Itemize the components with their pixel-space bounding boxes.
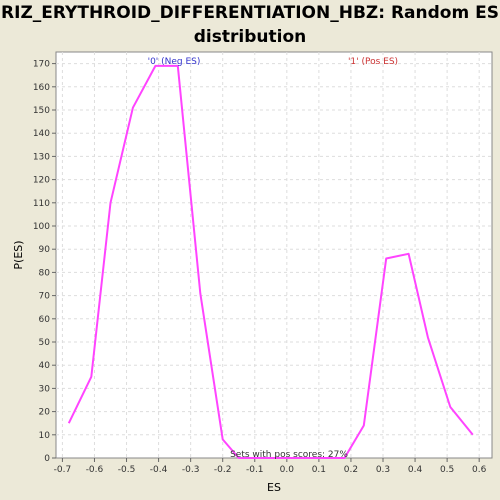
x-tick-label: 0.0	[280, 465, 295, 475]
y-axis-label: P(ES)	[12, 240, 25, 269]
y-tick-label: 0	[44, 454, 50, 464]
y-tick-label: 30	[39, 384, 51, 394]
x-tick-label: 0.6	[472, 465, 487, 475]
y-tick-label: 60	[39, 315, 51, 325]
y-tick-label: 50	[39, 338, 51, 348]
x-axis-label: ES	[267, 481, 281, 494]
y-tick-label: 120	[33, 176, 50, 186]
x-tick-label: -0.2	[214, 465, 232, 475]
x-tick-label: -0.3	[182, 465, 200, 475]
chart-title: RIZ_ERYTHROID_DIFFERENTIATION_HBZ: Rando…	[0, 0, 500, 49]
neg-es-annotation: '0' (Neg ES)	[148, 57, 201, 67]
x-tick-label: -0.1	[246, 465, 264, 475]
y-tick-label: 20	[39, 408, 51, 418]
y-tick-label: 170	[33, 60, 50, 70]
y-tick-label: 80	[39, 268, 51, 278]
x-tick-label: 0.5	[440, 465, 454, 475]
chart-title-line-2: distribution	[193, 27, 307, 47]
y-tick-label: 110	[33, 199, 50, 209]
y-tick-label: 140	[33, 129, 50, 139]
y-tick-label: 160	[33, 83, 50, 93]
y-tick-label: 150	[33, 106, 50, 116]
x-tick-label: 0.1	[312, 465, 326, 475]
y-tick-label: 40	[39, 361, 51, 371]
x-tick-label: -0.5	[118, 465, 136, 475]
y-tick-label: 100	[33, 222, 50, 232]
y-tick-label: 90	[39, 245, 51, 255]
y-tick-label: 130	[33, 152, 50, 162]
pos-es-annotation: '1' (Pos ES)	[348, 57, 398, 67]
x-tick-label: 0.2	[344, 465, 358, 475]
y-tick-label: 10	[39, 431, 51, 441]
x-tick-label: 0.3	[376, 465, 390, 475]
y-tick-label: 70	[39, 292, 51, 302]
x-tick-label: -0.4	[150, 465, 168, 475]
x-tick-label: 0.4	[408, 465, 423, 475]
grid-lines	[56, 52, 492, 458]
pos-scores-annotation: Sets with pos scores: 27%	[230, 450, 348, 460]
y-axis-ticks: 0 10 20 30 40 50 60 70 80 90 100 110 120 130 140 150 160…	[33, 60, 56, 464]
series-group	[67, 64, 474, 459]
x-axis-ticks: -0.7 -0.6 -0.5 -0.4 -0.3 -0.2 -0.1 0.0 0.1 0.2 0.3…	[54, 458, 487, 475]
x-tick-label: -0.6	[86, 465, 104, 475]
chart-title-line-1: RIZ_ERYTHROID_DIFFERENTIATION_HBZ: Rando…	[1, 3, 499, 23]
x-tick-label: -0.7	[54, 465, 72, 475]
es-distribution-line	[67, 64, 474, 459]
plot-area	[55, 51, 493, 459]
